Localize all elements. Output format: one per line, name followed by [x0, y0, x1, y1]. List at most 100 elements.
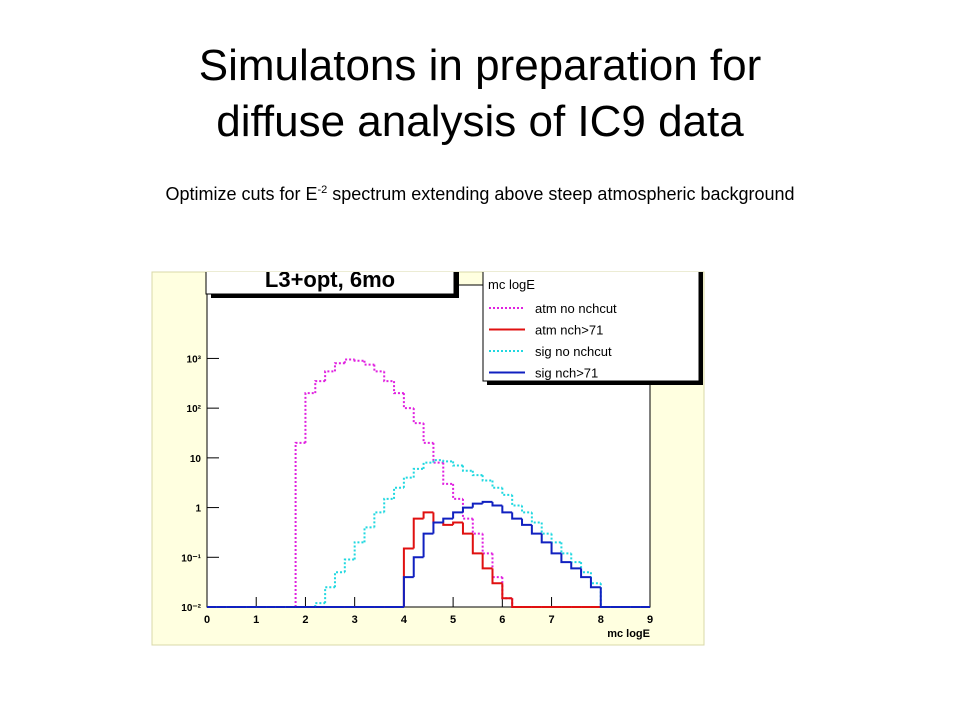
histogram-bin	[353, 359, 365, 362]
legend-label: sig no nchcut	[535, 344, 612, 359]
histogram-bin	[314, 380, 326, 394]
histogram-bin	[530, 512, 542, 524]
histogram-bin	[304, 392, 316, 443]
histogram-bin	[412, 556, 424, 578]
histogram-bin	[540, 533, 552, 544]
histogram-bin	[471, 470, 483, 477]
y-tick-label: 10⁻¹	[181, 553, 201, 564]
histogram-bin	[363, 360, 375, 366]
x-tick-label: 6	[499, 614, 505, 626]
histogram-bin	[461, 506, 473, 513]
legend-title: mc logE	[488, 277, 535, 292]
histogram-bin	[294, 441, 306, 607]
histogram-bin	[343, 558, 355, 573]
histogram-bin	[481, 553, 493, 570]
histogram-bin	[471, 502, 483, 508]
x-tick-label: 1	[253, 614, 259, 626]
histogram-bin	[589, 572, 601, 585]
histogram-bin	[442, 460, 454, 463]
histogram-bin	[452, 483, 463, 500]
histogram-bin	[412, 467, 424, 478]
histogram-bin	[501, 505, 513, 514]
x-tick-label: 3	[352, 614, 358, 626]
histogram-bin	[521, 505, 532, 514]
histogram-bin	[511, 512, 523, 520]
histogram-bin	[452, 461, 463, 467]
histogram-bin	[422, 461, 434, 469]
histogram-bin	[580, 568, 591, 579]
slide-title: Simulatons in preparation for	[198, 41, 762, 90]
histogram-bin	[412, 408, 424, 425]
histogram-bin	[589, 577, 601, 589]
legend-label: sig nch>71	[535, 366, 598, 381]
slide-title: diffuse analysis of IC9 data	[216, 97, 744, 146]
histogram-bin	[422, 511, 434, 519]
histogram-bin	[481, 475, 493, 482]
histogram-bin	[471, 518, 483, 535]
histogram-bin	[402, 476, 414, 488]
histogram-bin	[324, 370, 335, 382]
title-box	[205, 272, 455, 295]
y-tick-label: 1	[195, 504, 201, 515]
histogram-bin	[580, 562, 591, 574]
histogram-bin	[560, 553, 572, 564]
histogram-bin	[501, 583, 513, 600]
histogram-bin	[501, 487, 513, 496]
histogram-bin	[481, 500, 493, 504]
histogram-bin	[383, 497, 395, 513]
histogram-bin	[452, 521, 463, 525]
histogram-bin	[324, 586, 335, 604]
histogram-bin	[560, 542, 572, 555]
histogram-bin	[491, 501, 503, 507]
histogram-bin	[343, 358, 355, 364]
histogram-bin	[383, 371, 395, 383]
histogram-bin	[422, 532, 434, 558]
histogram-bin	[550, 542, 562, 555]
histogram-bin	[511, 598, 523, 608]
histogram-bin	[412, 517, 424, 549]
histogram-bin	[471, 533, 483, 555]
histogram-bin	[511, 494, 523, 507]
x-tick-label: 8	[598, 614, 604, 626]
legend-label: atm nch>71	[535, 323, 603, 338]
histogram-bin	[550, 533, 562, 544]
chart-title: L3+opt, 6mo	[265, 267, 395, 292]
histogram-bin	[373, 364, 385, 373]
histogram-bin	[333, 571, 345, 588]
y-tick-label: 10³	[187, 354, 202, 365]
histogram-bin	[491, 480, 503, 489]
histogram-bin	[353, 541, 365, 560]
legend-box	[482, 272, 700, 382]
legend-label: atm no nchcut	[535, 301, 617, 316]
histogram-bin	[402, 576, 414, 607]
x-tick-label: 5	[450, 614, 456, 626]
histogram-bin	[442, 522, 454, 526]
x-axis-label: mc logE	[607, 628, 650, 640]
histogram-bin	[333, 362, 345, 372]
histogram-bin	[363, 526, 375, 543]
x-tick-label: 9	[647, 614, 653, 626]
histogram-bin	[442, 462, 454, 485]
histogram-bin	[461, 465, 473, 472]
histogram-bin	[491, 568, 503, 585]
histogram-bin	[393, 486, 404, 499]
histogram-bin	[570, 562, 582, 570]
histogram-bin	[442, 517, 454, 523]
y-tick-label: 10²	[187, 404, 202, 415]
subtitle-text: spectrum extending above steep atmospher…	[327, 184, 795, 204]
x-tick-label: 2	[302, 614, 308, 626]
subtitle-exponent: -2	[317, 184, 328, 196]
y-tick-label: 10	[190, 454, 202, 465]
histogram-bin	[540, 522, 552, 535]
histogram-bin	[432, 459, 444, 463]
histogram-bin	[373, 511, 385, 528]
x-tick-label: 4	[401, 614, 408, 626]
x-tick-label: 7	[548, 614, 554, 626]
histogram-bin	[402, 393, 414, 410]
histogram-bin	[461, 522, 473, 535]
histogram-bin	[393, 381, 404, 395]
histogram-bin	[432, 521, 444, 534]
subtitle-text: Optimize cuts for E	[165, 184, 318, 204]
